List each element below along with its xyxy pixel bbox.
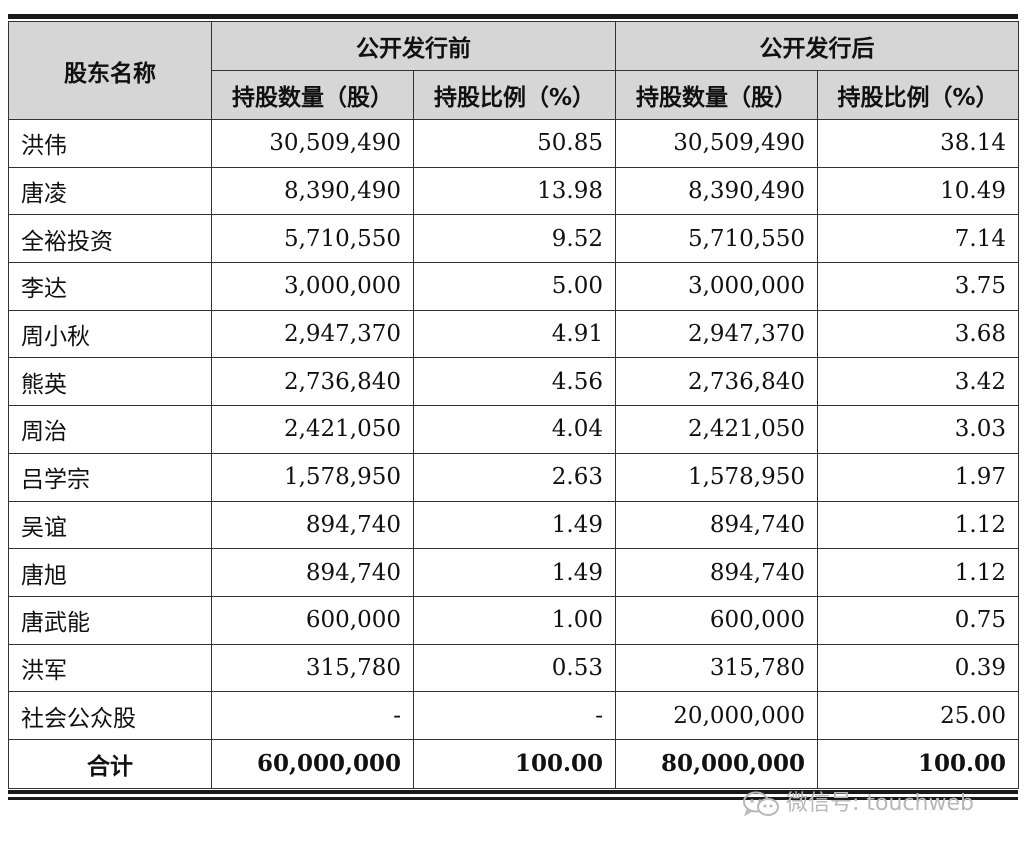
before-shares-cell: 894,740 bbox=[211, 548, 414, 597]
shareholder-name-cell: 合计 bbox=[8, 738, 212, 789]
before-ratio-cell: 13.98 bbox=[413, 166, 616, 216]
shareholder-name-cell: 周小秋 bbox=[8, 309, 212, 359]
before-shares-cell: 2,736,840 bbox=[211, 357, 414, 407]
header-after-ratio: 持股比例（%） bbox=[817, 70, 1019, 120]
before-shares-cell: 315,780 bbox=[211, 643, 414, 693]
watermark-text: 微信号: touchweb bbox=[786, 791, 974, 816]
before-shares-cell: 894,740 bbox=[211, 500, 414, 550]
table-row: 周小秋 2,947,370 4.91 2,947,370 3.68 bbox=[8, 309, 1019, 359]
table-row: 全裕投资 5,710,550 9.52 5,710,550 7.14 bbox=[8, 214, 1019, 264]
before-shares-cell: 5,710,550 bbox=[211, 214, 414, 264]
wechat-icon bbox=[742, 791, 780, 817]
after-shares-cell: 80,000,000 bbox=[615, 738, 818, 789]
header-shareholder-name: 股东名称 bbox=[8, 21, 212, 120]
before-shares-cell: 600,000 bbox=[211, 595, 414, 645]
after-ratio-cell: 25.00 bbox=[817, 691, 1019, 740]
before-ratio-cell: 2.63 bbox=[413, 452, 616, 502]
table-row: 洪军 315,780 0.53 315,780 0.39 bbox=[8, 643, 1019, 693]
after-ratio-cell: 7.14 bbox=[817, 214, 1019, 264]
before-shares-cell: 2,421,050 bbox=[211, 405, 414, 454]
table-row: 唐旭 894,740 1.49 894,740 1.12 bbox=[8, 548, 1019, 597]
shareholder-name-cell: 唐旭 bbox=[8, 548, 212, 597]
shareholder-name-cell: 唐凌 bbox=[8, 166, 212, 216]
before-ratio-cell: 1.00 bbox=[413, 595, 616, 645]
header-before-shares: 持股数量（股） bbox=[211, 70, 414, 120]
shareholder-name-cell: 社会公众股 bbox=[8, 691, 212, 740]
after-shares-cell: 5,710,550 bbox=[615, 214, 818, 264]
before-ratio-cell: 50.85 bbox=[413, 119, 616, 168]
after-ratio-cell: 38.14 bbox=[817, 119, 1019, 168]
top-rule bbox=[8, 14, 1018, 19]
shareholder-name-cell: 吕学宗 bbox=[8, 452, 212, 502]
before-ratio-cell: 1.49 bbox=[413, 500, 616, 550]
after-shares-cell: 20,000,000 bbox=[615, 691, 818, 740]
table-row: 社会公众股 - -20,000,000 25.00 bbox=[8, 691, 1019, 740]
table-row: 李达 3,000,000 5.00 3,000,000 3.75 bbox=[8, 262, 1019, 311]
after-ratio-cell: 3.75 bbox=[817, 262, 1019, 311]
header-before-issuance: 公开发行前 bbox=[211, 21, 616, 71]
shareholder-name-cell: 全裕投资 bbox=[8, 214, 212, 264]
table-row: 吕学宗 1,578,950 2.63 1,578,950 1.97 bbox=[8, 452, 1019, 502]
before-ratio-cell: 100.00 bbox=[413, 738, 616, 789]
after-shares-cell: 3,000,000 bbox=[615, 262, 818, 311]
before-ratio-cell: 4.56 bbox=[413, 357, 616, 407]
before-ratio-cell: 9.52 bbox=[413, 214, 616, 264]
before-shares-cell: 60,000,000 bbox=[211, 738, 414, 789]
after-shares-cell: 1,578,950 bbox=[615, 452, 818, 502]
shareholder-name-cell: 周治 bbox=[8, 405, 212, 454]
before-shares-cell: 3,000,000 bbox=[211, 262, 414, 311]
shareholder-name-cell: 吴谊 bbox=[8, 500, 212, 550]
after-ratio-cell: 1.97 bbox=[817, 452, 1019, 502]
before-ratio-cell: 5.00 bbox=[413, 262, 616, 311]
header-after-issuance: 公开发行后 bbox=[615, 21, 1019, 71]
after-shares-cell: 894,740 bbox=[615, 548, 818, 597]
total-row: 合计 60,000,000 100.00 80,000,000 100.00 bbox=[8, 738, 1019, 789]
after-ratio-cell: 3.42 bbox=[817, 357, 1019, 407]
after-ratio-cell: 100.00 bbox=[817, 738, 1019, 789]
after-shares-cell: 30,509,490 bbox=[615, 119, 818, 168]
before-shares-cell: 30,509,490 bbox=[211, 119, 414, 168]
after-shares-cell: 315,780 bbox=[615, 643, 818, 693]
before-ratio-cell: 4.91 bbox=[413, 309, 616, 359]
table-row: 熊英 2,736,840 4.56 2,736,840 3.42 bbox=[8, 357, 1019, 407]
before-shares-cell: 2,947,370 bbox=[211, 309, 414, 359]
before-ratio-cell: 0.53 bbox=[413, 643, 616, 693]
header-after-shares: 持股数量（股） bbox=[615, 70, 818, 120]
shareholder-name-cell: 熊英 bbox=[8, 357, 212, 407]
after-ratio-cell: 3.68 bbox=[817, 309, 1019, 359]
after-shares-cell: 2,421,050 bbox=[615, 405, 818, 454]
after-shares-cell: 8,390,490 bbox=[615, 166, 818, 216]
shareholder-name-cell: 洪军 bbox=[8, 643, 212, 693]
before-ratio-cell: - bbox=[413, 691, 616, 740]
before-shares-cell: 8,390,490 bbox=[211, 166, 414, 216]
after-ratio-cell: 0.75 bbox=[817, 595, 1019, 645]
bottom-rule-thin bbox=[8, 797, 1018, 800]
after-ratio-cell: 1.12 bbox=[817, 548, 1019, 597]
before-ratio-cell: 4.04 bbox=[413, 405, 616, 454]
after-ratio-cell: 0.39 bbox=[817, 643, 1019, 693]
shareholding-table: 股东名称 公开发行前 公开发行后 持股数量（股） 持股比例（%） 持股数量（股）… bbox=[8, 21, 1019, 789]
bottom-rule bbox=[8, 790, 1018, 794]
table-body: 洪伟 30,509,490 50.85 30,509,490 38.14 唐凌 8,390,… bbox=[8, 119, 1019, 789]
before-shares-cell: 1,578,950 bbox=[211, 452, 414, 502]
after-ratio-cell: 10.49 bbox=[817, 166, 1019, 216]
after-shares-cell: 2,736,840 bbox=[615, 357, 818, 407]
before-shares-cell: - bbox=[211, 691, 414, 740]
after-shares-cell: 2,947,370 bbox=[615, 309, 818, 359]
table-row: 唐武能 600,000 1.00 600,000 0.75 bbox=[8, 595, 1019, 645]
after-shares-cell: 600,000 bbox=[615, 595, 818, 645]
shareholder-name-cell: 洪伟 bbox=[8, 119, 212, 168]
watermark: 微信号: touchweb bbox=[742, 785, 1002, 817]
after-shares-cell: 894,740 bbox=[615, 500, 818, 550]
table-row: 吴谊 894,740 1.49 894,740 1.12 bbox=[8, 500, 1019, 550]
before-ratio-cell: 1.49 bbox=[413, 548, 616, 597]
table-row: 唐凌 8,390,490 13.98 8,390,490 10.49 bbox=[8, 166, 1019, 216]
table-row: 周治 2,421,050 4.04 2,421,050 3.03 bbox=[8, 405, 1019, 454]
shareholder-name-cell: 李达 bbox=[8, 262, 212, 311]
table-row: 洪伟 30,509,490 50.85 30,509,490 38.14 bbox=[8, 119, 1019, 168]
after-ratio-cell: 1.12 bbox=[817, 500, 1019, 550]
after-ratio-cell: 3.03 bbox=[817, 405, 1019, 454]
shareholder-name-cell: 唐武能 bbox=[8, 595, 212, 645]
header-before-ratio: 持股比例（%） bbox=[413, 70, 616, 120]
